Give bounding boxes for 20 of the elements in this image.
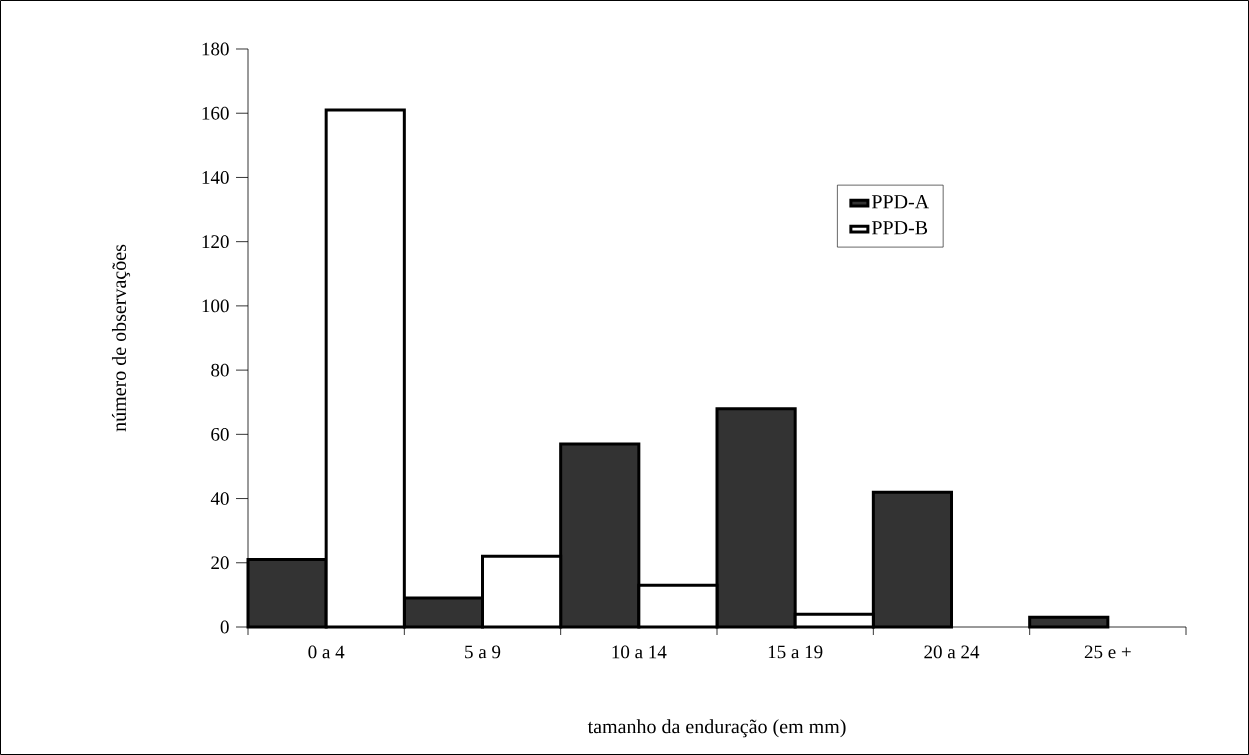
y-tick-label: 100 [202, 299, 229, 313]
y-axis-title: número de observações [111, 244, 131, 432]
y-tick-label: 120 [202, 235, 229, 249]
x-tick-label: 5 a 9 [465, 645, 501, 659]
x-tick-label: 20 a 24 [924, 645, 980, 659]
y-tick-label: 160 [202, 106, 229, 120]
y-tick-label: 0 [220, 620, 229, 634]
x-tick-label: 15 a 19 [768, 645, 823, 659]
legend-label: PPD-A [871, 195, 930, 209]
x-tick-label: 25 e + [1084, 645, 1131, 659]
y-tick-label: 140 [202, 171, 229, 184]
y-tick-label: 60 [211, 427, 229, 441]
x-tick-label: 10 a 14 [612, 645, 667, 659]
y-tick-label: 80 [211, 363, 229, 377]
x-axis-title: tamanho da enduração (em mm) [587, 719, 846, 738]
y-tick-label: 180 [202, 42, 229, 56]
x-tick-label: 0 a 4 [308, 645, 345, 659]
legend-label: PPD-B [871, 221, 928, 235]
y-tick-label: 40 [210, 492, 229, 505]
y-tick-label: 20 [211, 556, 229, 570]
